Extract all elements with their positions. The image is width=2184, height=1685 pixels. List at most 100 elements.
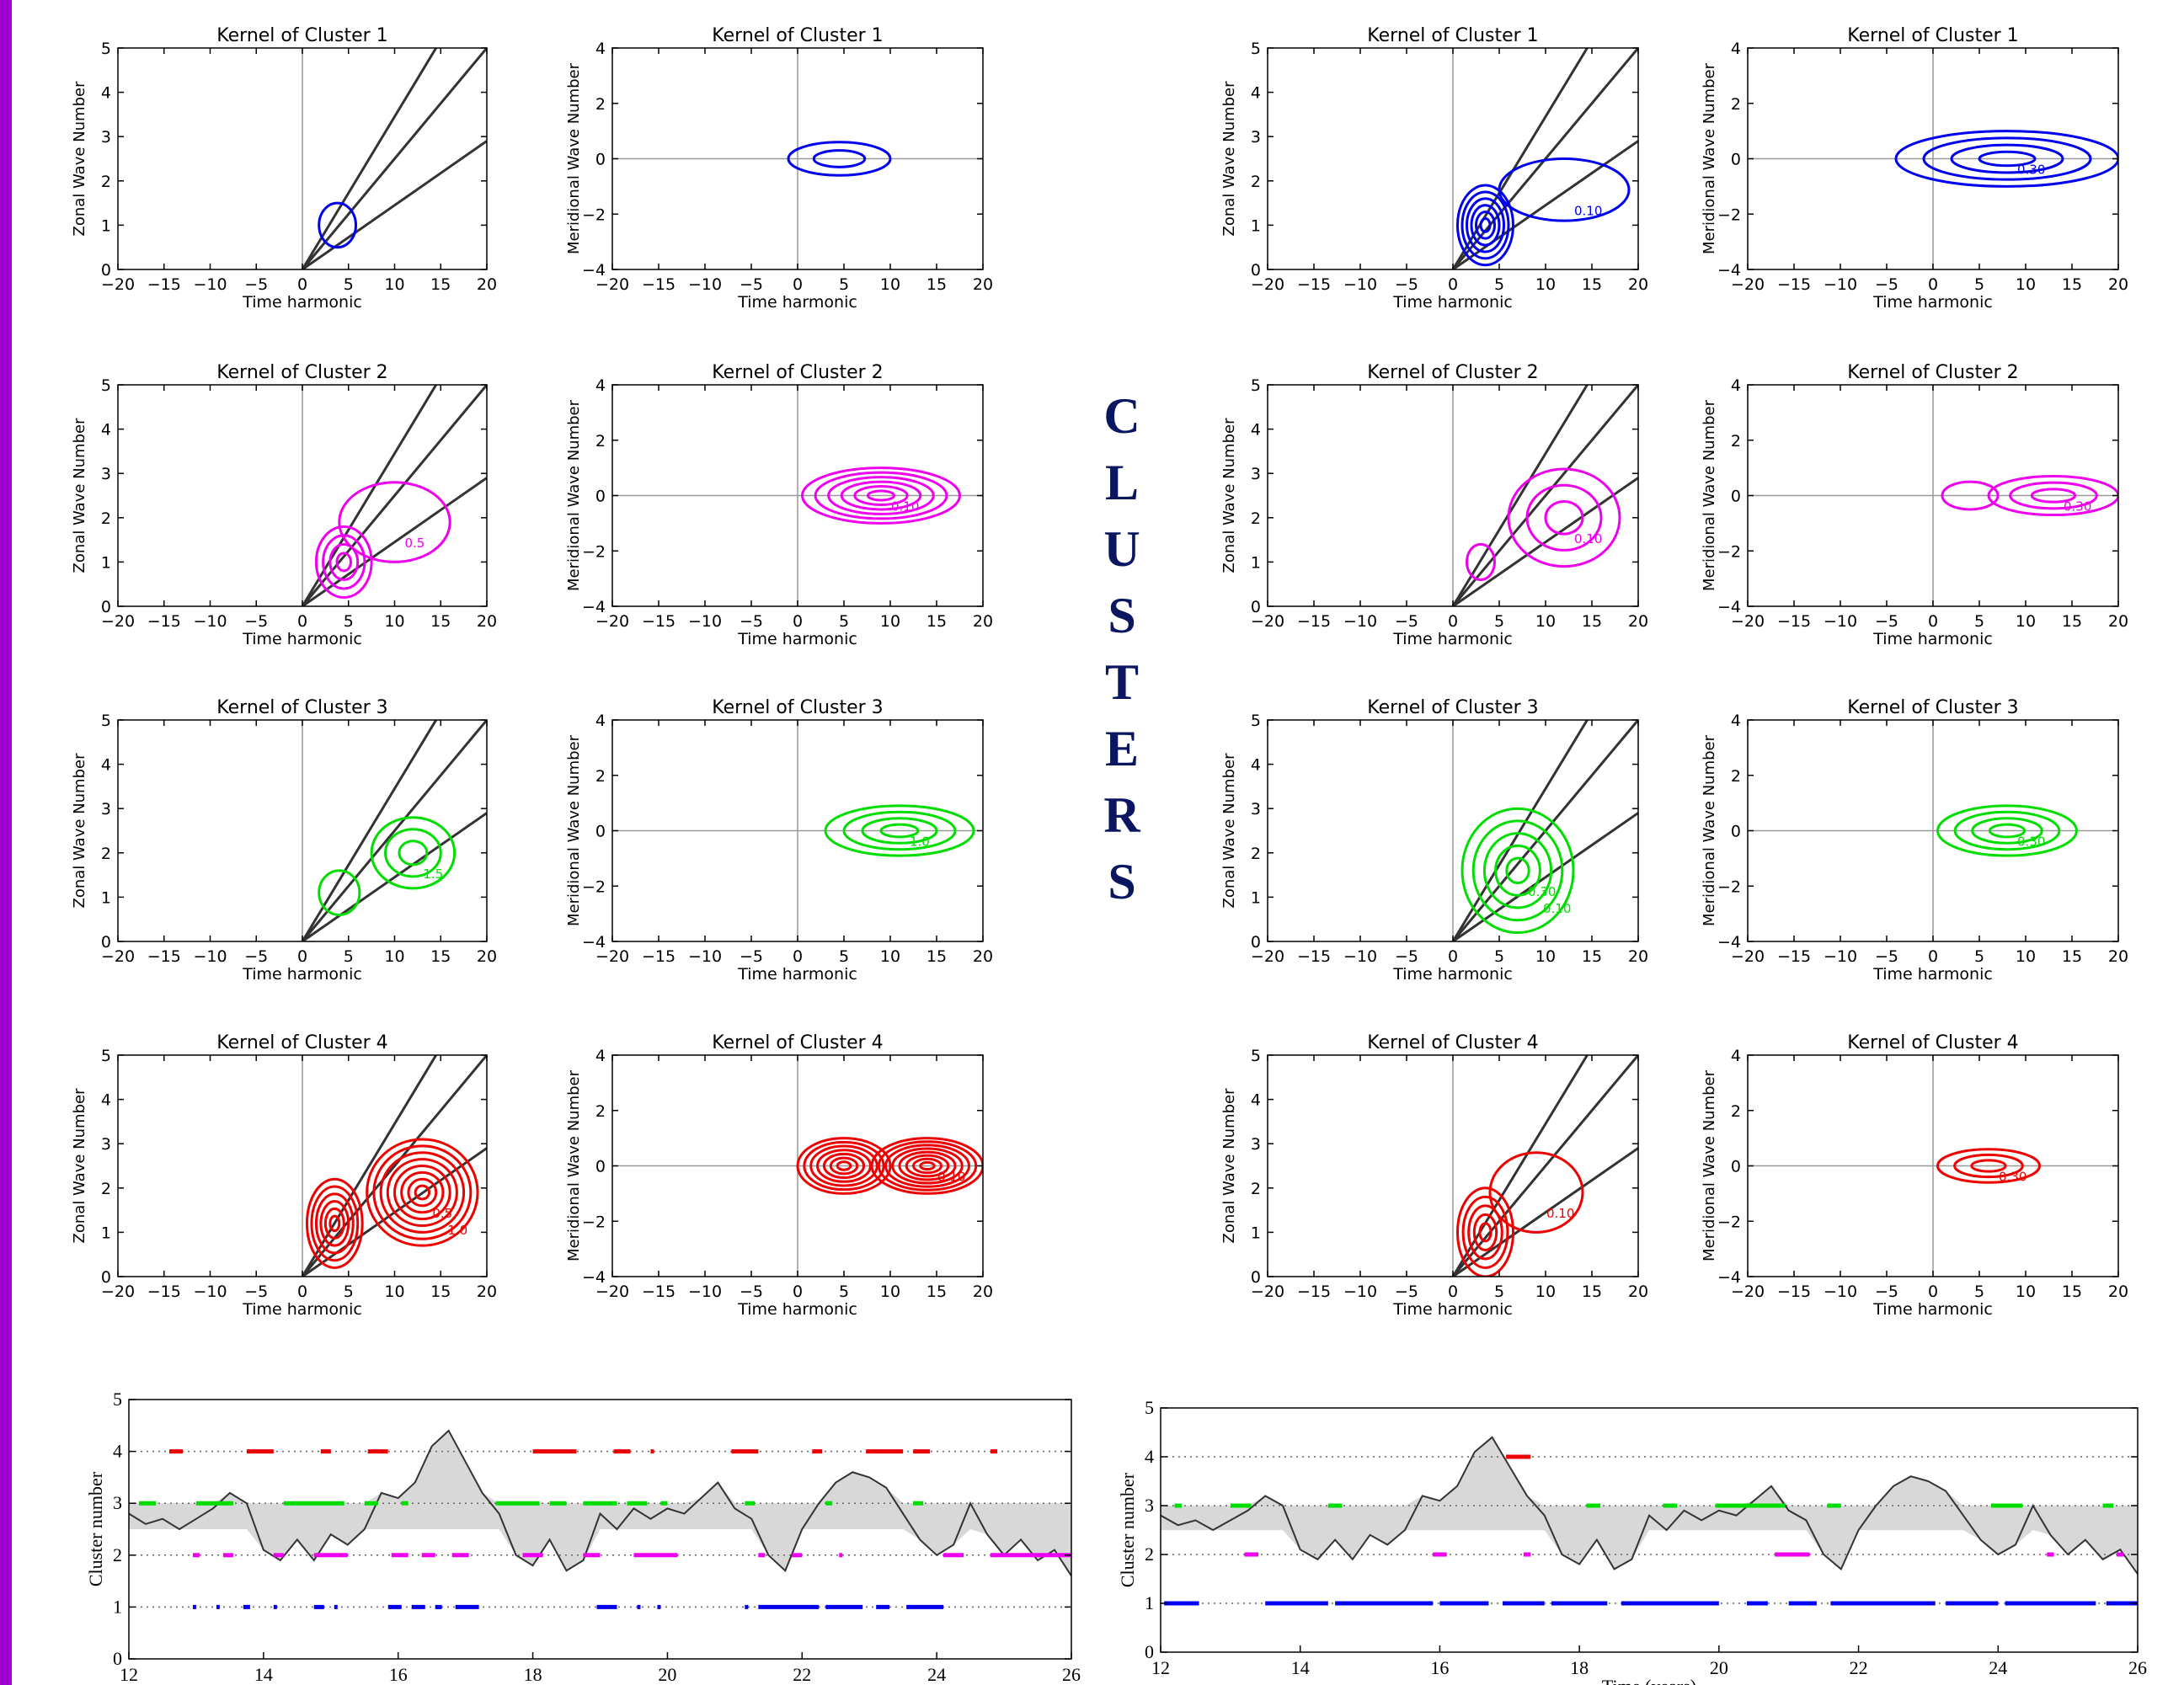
x-tick-label: 15: [2062, 947, 2082, 966]
y-tick-label: 4: [595, 1047, 606, 1065]
contour-line: [812, 149, 867, 168]
x-tick-label: −10: [688, 275, 722, 294]
y-axis-label: Meridional Wave Number: [565, 1069, 583, 1261]
contour-line: [323, 1207, 345, 1240]
y-axis-label: Cluster number: [85, 1471, 106, 1586]
x-axis-label: Time harmonic: [737, 630, 857, 648]
y-tick-label: 0: [101, 1268, 111, 1287]
y-tick-label: −4: [582, 1268, 606, 1287]
x-tick-label: 0: [793, 947, 803, 966]
x-tick-label: 0: [1448, 1282, 1458, 1301]
contour-line: [319, 1200, 350, 1247]
x-axis-label: Time harmonic: [1872, 1300, 1993, 1319]
y-tick-label: −2: [1717, 205, 1741, 224]
y-tick-label: 3: [1251, 128, 1261, 147]
y-tick-label: 0: [1145, 1641, 1154, 1662]
x-tick-label: 15: [1582, 947, 1602, 966]
contour-line: [822, 1152, 866, 1180]
contour-line: [814, 471, 948, 520]
dispersion-line: [301, 720, 487, 941]
x-tick-label: 5: [1974, 612, 1984, 631]
panel-title: Kernel of Cluster 3: [216, 697, 387, 718]
contour-line: [877, 1140, 978, 1192]
x-tick-label: −15: [147, 1282, 181, 1301]
contour-line: [1941, 480, 2000, 511]
x-tick-label: 5: [839, 947, 849, 966]
area-fill-below: [129, 1529, 1071, 1576]
x-tick-label: 10: [384, 275, 404, 294]
contour-label: 0.30: [1528, 884, 1556, 899]
dispersion-line: [1451, 385, 1638, 606]
x-tick-label: −15: [147, 275, 181, 294]
contour-line: [338, 481, 451, 563]
x-tick-label: 0: [1928, 612, 1938, 631]
x-tick-label: −15: [1777, 612, 1811, 631]
x-tick-label: 5: [1494, 947, 1504, 966]
contour-line: [912, 1157, 942, 1175]
x-tick-label: −20: [1731, 947, 1765, 966]
contour-label: 0.10: [1546, 1206, 1574, 1221]
x-tick-label: −5: [740, 947, 763, 966]
contour-label: 0.30: [2017, 163, 2045, 178]
contour-line: [787, 141, 892, 177]
panel-title: Kernel of Cluster 4: [712, 1032, 883, 1053]
x-tick-label: −5: [1395, 612, 1418, 631]
x-tick-label: 14: [254, 1664, 273, 1685]
contour-line: [305, 1177, 364, 1269]
contour-line: [2009, 481, 2098, 510]
contour-group: 0.30: [1894, 130, 2118, 188]
y-axis-label: Meridional Wave Number: [565, 734, 583, 926]
x-tick-label: −15: [1297, 1282, 1331, 1301]
x-tick-label: −20: [595, 612, 629, 631]
contour-label: 0.10: [937, 1170, 965, 1185]
y-tick-label: 0: [595, 1158, 606, 1176]
contour-label: 0.30: [2017, 835, 2045, 850]
contour-line: [328, 1214, 341, 1233]
y-axis-label: Meridional Wave Number: [565, 399, 583, 591]
contour-line: [809, 1144, 878, 1187]
x-tick-label: −10: [1824, 275, 1857, 294]
x-axis-label: Time harmonic: [1392, 630, 1513, 648]
y-tick-label: 0: [595, 488, 606, 506]
panel-title: Kernel of Cluster 4: [1367, 1032, 1538, 1053]
contour-line: [861, 817, 938, 845]
y-tick-label: 5: [101, 376, 111, 395]
contour-line: [1922, 136, 2092, 181]
contour-line: [1472, 1213, 1498, 1251]
x-tick-label: 5: [1494, 275, 1504, 294]
x-tick-label: −5: [1395, 947, 1418, 966]
x-tick-label: −10: [1824, 947, 1857, 966]
x-tick-label: 20: [2108, 947, 2128, 966]
contour-line: [310, 1185, 360, 1262]
kernel-panel: 0.10 −20 −15 −10 −5 0 5 10 15 20 0 1 2 3 4 5 Kernel of C…: [1220, 1032, 1648, 1319]
contour-line: [1988, 823, 2026, 839]
contour-line: [1971, 817, 2043, 845]
contour-line: [898, 1150, 957, 1181]
x-tick-label: −10: [193, 275, 227, 294]
x-tick-label: 15: [2062, 1282, 2082, 1301]
x-tick-label: −15: [1297, 275, 1331, 294]
contour-line: [853, 485, 909, 506]
x-tick-label: 0: [793, 612, 803, 631]
y-tick-label: 5: [1251, 376, 1261, 395]
y-tick-label: 4: [1145, 1446, 1154, 1467]
x-tick-label: −10: [1343, 612, 1377, 631]
y-tick-label: 4: [101, 1091, 111, 1110]
contour-line: [919, 1160, 936, 1171]
x-tick-label: 15: [926, 275, 947, 294]
contour-group: [301, 48, 487, 269]
y-tick-label: 2: [1731, 767, 1741, 786]
contour-line: [884, 1144, 970, 1188]
x-tick-label: 10: [384, 612, 404, 631]
y-tick-label: 1: [101, 1224, 111, 1242]
x-tick-label: −5: [1875, 1282, 1898, 1301]
x-tick-label: 10: [384, 947, 404, 966]
x-tick-label: 0: [1448, 275, 1458, 294]
y-tick-label: 4: [1251, 756, 1261, 775]
x-tick-label: 20: [477, 947, 497, 966]
x-tick-label: 15: [1582, 275, 1602, 294]
contour-line: [1475, 211, 1496, 240]
panel-title: Kernel of Cluster 1: [1367, 25, 1538, 46]
x-tick-label: 20: [973, 612, 993, 631]
